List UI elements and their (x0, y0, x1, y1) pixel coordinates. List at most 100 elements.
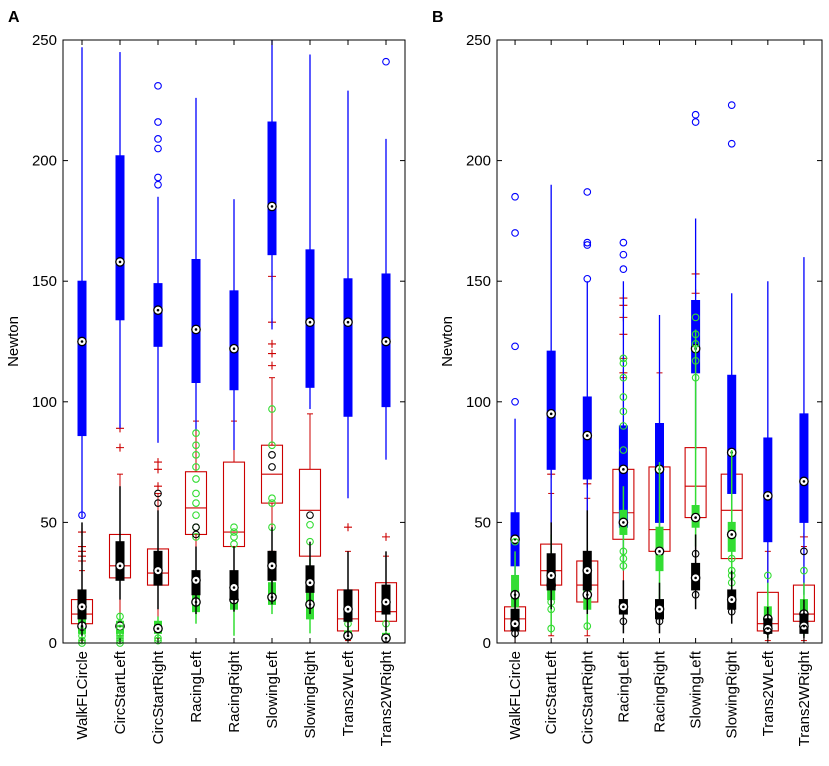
y-tick-label: 150 (32, 273, 57, 290)
red-outlier (154, 458, 162, 467)
red-box-body (184, 471, 208, 536)
x-tick-label-SlowingLeft: SlowingLeft (264, 650, 281, 728)
blue-outlier (511, 397, 519, 406)
black-box-Trans2WLeft (343, 551, 353, 636)
black-outlier (619, 617, 628, 626)
green-outlier (268, 405, 276, 413)
x-tick-label-CircStartRight: CircStartRight (150, 650, 167, 744)
green-outlier (619, 354, 628, 363)
blue-median-dot (194, 328, 198, 331)
black-median-dot (694, 576, 697, 580)
blue-outlier (511, 342, 519, 351)
green-outlier (192, 463, 200, 471)
green-outlier (268, 499, 276, 507)
y-tick-label: 150 (466, 273, 491, 290)
blue-box-body (343, 278, 353, 417)
series-blue (77, 40, 391, 520)
black-box-CircStartRight (153, 489, 163, 610)
green-outlier (800, 566, 808, 575)
green-outlier (230, 533, 238, 541)
black-box-WalkFLCircle (77, 522, 87, 636)
blue-box-Trans2WLeft (343, 90, 353, 499)
blue-box-CircStartLeft (115, 52, 125, 429)
panel-b: 0 50 100 150 200 250 WalkFLCircle CircStartLeft… (432, 9, 823, 746)
green-outlier (619, 554, 628, 563)
x-tick-label-RacingLeft: RacingLeft (188, 650, 205, 723)
green-outlier (306, 520, 314, 529)
y-tick-label: 100 (32, 394, 57, 411)
red-outlier (154, 465, 162, 474)
blue-box-SlowingRight (305, 54, 315, 410)
green-outlier (116, 612, 124, 621)
green-outlier (619, 446, 628, 454)
blue-outlier (583, 274, 592, 283)
black-outlier (763, 627, 772, 635)
blue-box-body (229, 290, 239, 391)
y-axis-label: Newton (439, 316, 456, 367)
green-median-dot (730, 533, 734, 536)
green-outlier (619, 407, 628, 416)
red-outlier (268, 339, 276, 348)
green-outlier (763, 571, 772, 580)
y-tick-label: 0 (483, 635, 491, 652)
blue-outlier (154, 135, 162, 143)
green-outlier (268, 494, 276, 503)
blue-outlier (78, 511, 86, 520)
black-box-Trans2WRight (799, 547, 809, 639)
green-outlier (619, 561, 628, 570)
green-outlier (116, 636, 124, 645)
blue-box-body (77, 280, 87, 437)
x-tick-label-CircStartLeft: CircStartLeft (543, 650, 560, 734)
blue-outlier (691, 118, 700, 126)
black-median-dot (730, 598, 734, 601)
blue-outlier (583, 188, 592, 196)
red-outlier (344, 523, 352, 532)
blue-outlier (382, 57, 390, 66)
black-median-dot (80, 605, 84, 609)
blue-outlier (583, 238, 592, 247)
green-box-RacingRight (654, 462, 665, 607)
green-outlier (192, 533, 200, 541)
green-outlier (619, 359, 628, 368)
green-box-RacingLeft (618, 354, 629, 571)
x-tick-label-Trans2WLeft: Trans2WLeft (340, 650, 357, 736)
black-box-RacingRight (654, 582, 665, 634)
blue-box-body (267, 121, 277, 256)
black-box-SlowingLeft (267, 451, 277, 605)
blue-box-CircStartLeft (546, 184, 557, 559)
black-median-dot (156, 569, 160, 572)
black-outlier (800, 624, 808, 633)
blue-outlier (154, 81, 162, 90)
green-outlier (547, 624, 556, 633)
green-outlier (691, 356, 700, 365)
black-outlier (691, 590, 700, 599)
blue-box-Trans2WRight (381, 57, 391, 460)
panel-label: B (432, 9, 444, 26)
green-outlier (691, 313, 700, 322)
blue-outlier (511, 229, 519, 237)
blue-outlier (154, 144, 162, 153)
black-median-dot (232, 586, 236, 589)
black-outlier (192, 530, 200, 539)
x-tick-label-CircStartLeft: CircStartLeft (112, 650, 129, 734)
green-outlier (230, 528, 238, 536)
green-outlier (192, 429, 200, 438)
blue-outlier (154, 118, 162, 126)
red-outlier (268, 361, 276, 370)
black-median-dot (270, 564, 274, 568)
black-outlier (691, 549, 700, 558)
black-median-dot (622, 605, 625, 609)
red-outlier (268, 349, 276, 358)
green-outlier (619, 422, 628, 430)
green-outlier (192, 499, 200, 507)
black-outlier (800, 547, 808, 556)
green-outlier (192, 475, 200, 483)
x-tick-label-SlowingLeft: SlowingLeft (688, 650, 705, 728)
x-tick-label-Trans2WRight: Trans2WRight (796, 650, 813, 746)
black-outlier (511, 629, 519, 638)
green-outlier (116, 624, 124, 633)
black-box-RacingRight (229, 546, 239, 612)
x-tick-label-SlowingRight: SlowingRight (302, 650, 319, 738)
green-outlier (691, 330, 700, 339)
green-outlier (691, 373, 700, 382)
